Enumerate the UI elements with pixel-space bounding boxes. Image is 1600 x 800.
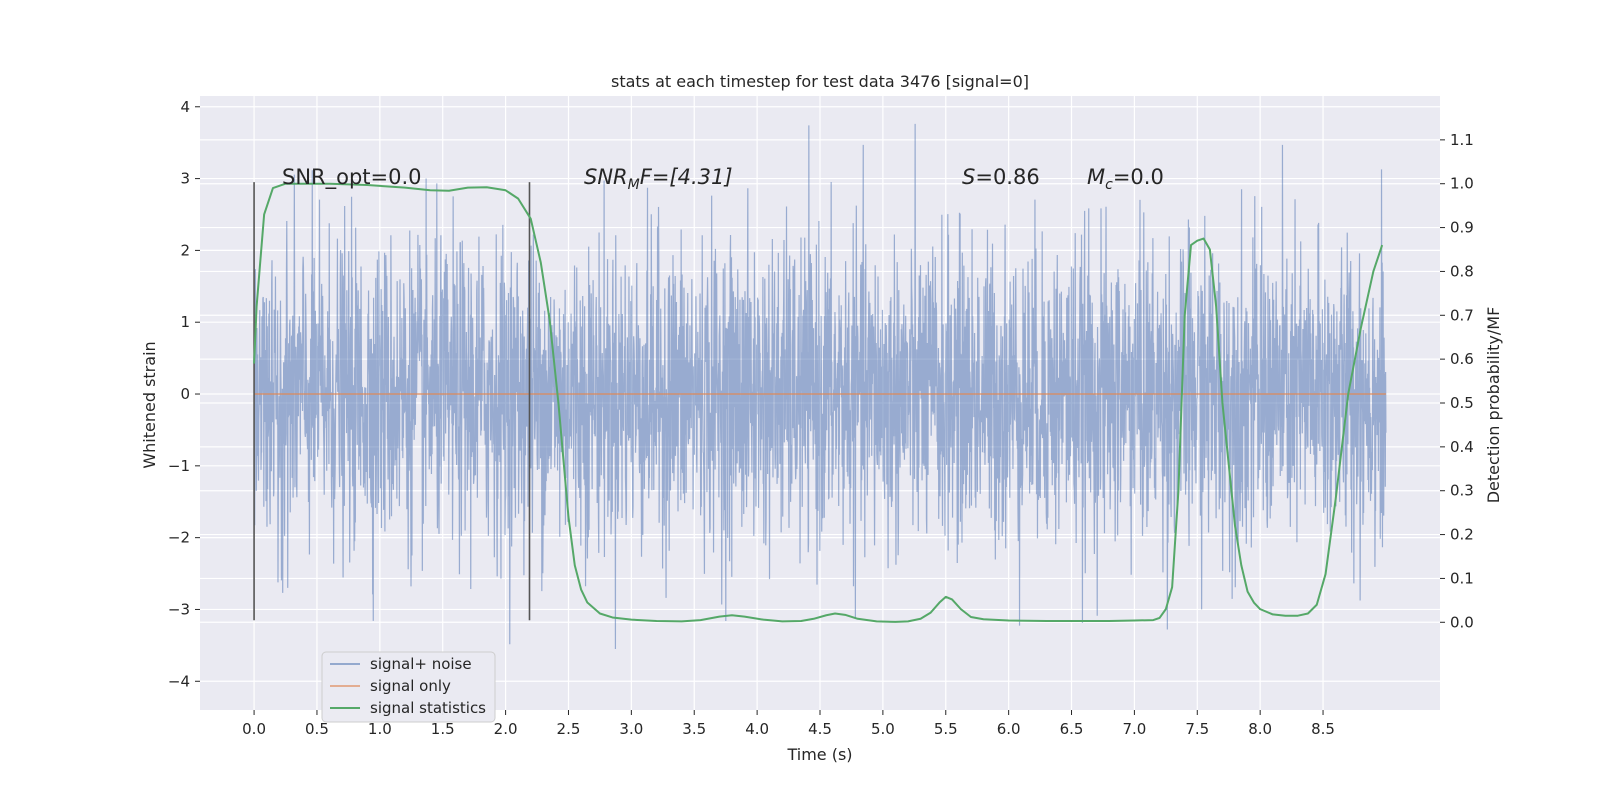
x-tick-label-3.5: 3.5 [682, 720, 706, 738]
x-tick-label-0.5: 0.5 [305, 720, 329, 738]
x-tick-label-3.0: 3.0 [619, 720, 643, 738]
annotation-snr-mf-subscript: M [628, 177, 640, 193]
noise-line [253, 123, 1387, 650]
y-tick-label-−3: −3 [168, 600, 190, 618]
x-tick-label-7.0: 7.0 [1122, 720, 1146, 738]
x-tick-label-5.5: 5.5 [934, 720, 958, 738]
chart-title: stats at each timestep for test data 347… [611, 72, 1029, 91]
y2-tick-label-1.1: 1.1 [1450, 131, 1474, 149]
window-markers [253, 182, 531, 621]
y2-tick-label-0.3: 0.3 [1450, 482, 1474, 500]
y2-tick-label-0.6: 0.6 [1450, 350, 1474, 368]
noise-series [253, 123, 1387, 650]
x-tick-label-7.5: 7.5 [1185, 720, 1209, 738]
signal-statistics-line [253, 182, 1384, 623]
x-axis-label: Time (s) [786, 745, 852, 764]
y2-tick-label-0.8: 0.8 [1450, 262, 1474, 280]
x-tick-label-1.5: 1.5 [431, 720, 455, 738]
y2-tick-label-0.7: 0.7 [1450, 306, 1474, 324]
y-tick-label-0: 0 [180, 385, 190, 403]
annotation-mc-value: =0.0 [1113, 165, 1164, 189]
annotation-snr-mf: SNRMF=[4.31] [584, 165, 733, 193]
y2-tick-label-0.9: 0.9 [1450, 219, 1474, 237]
x-tick-label-2.0: 2.0 [494, 720, 518, 738]
legend-label-signal-only: signal only [370, 677, 451, 695]
legend-label-signal-statistics: signal statistics [370, 699, 486, 717]
y2-tick-label-0.1: 0.1 [1450, 569, 1474, 587]
y-tick-label-−4: −4 [168, 672, 190, 690]
y2-tick-label-0.4: 0.4 [1450, 438, 1474, 456]
y-tick-label-−1: −1 [168, 457, 190, 475]
x-axis-ticks: 0.0 0.5 1.0 1.5 2.0 2.5 3.0 3.5 4.0 4.5 5.0 5.5 6.0 6… [242, 710, 1335, 738]
legend-box [321, 651, 496, 723]
right-axis-label: Detection probability/MF [1484, 307, 1503, 504]
y-tick-label-−2: −2 [168, 529, 190, 547]
y-axis-label: Whitened strain [140, 341, 159, 468]
y-tick-label-4: 4 [180, 98, 190, 116]
x-tick-label-4.5: 4.5 [808, 720, 832, 738]
y-tick-label-1: 1 [180, 313, 190, 331]
x-tick-label-6.0: 6.0 [997, 720, 1021, 738]
annotation-mc-subscript: c [1105, 177, 1113, 193]
x-tick-label-5.0: 5.0 [871, 720, 895, 738]
signal-statistics-series [253, 182, 1384, 623]
annotation-s-symbol: S [962, 165, 975, 189]
annotation-snr-mf-value: F=[4.31] [640, 165, 733, 189]
x-tick-label-0.0: 0.0 [242, 720, 266, 738]
y-tick-label-3: 3 [180, 170, 190, 188]
annotation-mc: Mc=0.0 [1087, 165, 1164, 193]
y-tick-label-2: 2 [180, 241, 190, 259]
annotation-s: S=0.86 [962, 165, 1040, 189]
y2-tick-label-0.5: 0.5 [1450, 394, 1474, 412]
annotation-s-value: =0.86 [975, 165, 1039, 189]
x-tick-label-1.0: 1.0 [368, 720, 392, 738]
right-axis-ticks: 0.0 0.1 0.2 0.3 0.4 0.5 0.6 0.7 0.8 0.9 1.0 1.1 [1440, 131, 1474, 631]
x-tick-label-8.0: 8.0 [1248, 720, 1272, 738]
y2-tick-label-1.0: 1.0 [1450, 175, 1474, 193]
annotation-mc-symbol: M [1087, 165, 1105, 189]
x-tick-label-2.5: 2.5 [557, 720, 581, 738]
legend-label-signal-noise: signal+ noise [370, 655, 472, 673]
x-tick-label-8.5: 8.5 [1311, 720, 1335, 738]
x-tick-label-4.0: 4.0 [745, 720, 769, 738]
y-axis-ticks: 4 3 2 1 0 −1 −2 −3 −4 [168, 98, 200, 690]
x-tick-label-6.5: 6.5 [1060, 720, 1084, 738]
legend: signal+ noise signal only signal statist… [321, 651, 496, 723]
y2-tick-label-0.2: 0.2 [1450, 526, 1474, 544]
annotation-snr-mf-symbol: SNR [584, 165, 628, 189]
annotation-snr-opt: SNR_opt=0.0 [282, 165, 422, 190]
y2-tick-label-0.0: 0.0 [1450, 613, 1474, 631]
